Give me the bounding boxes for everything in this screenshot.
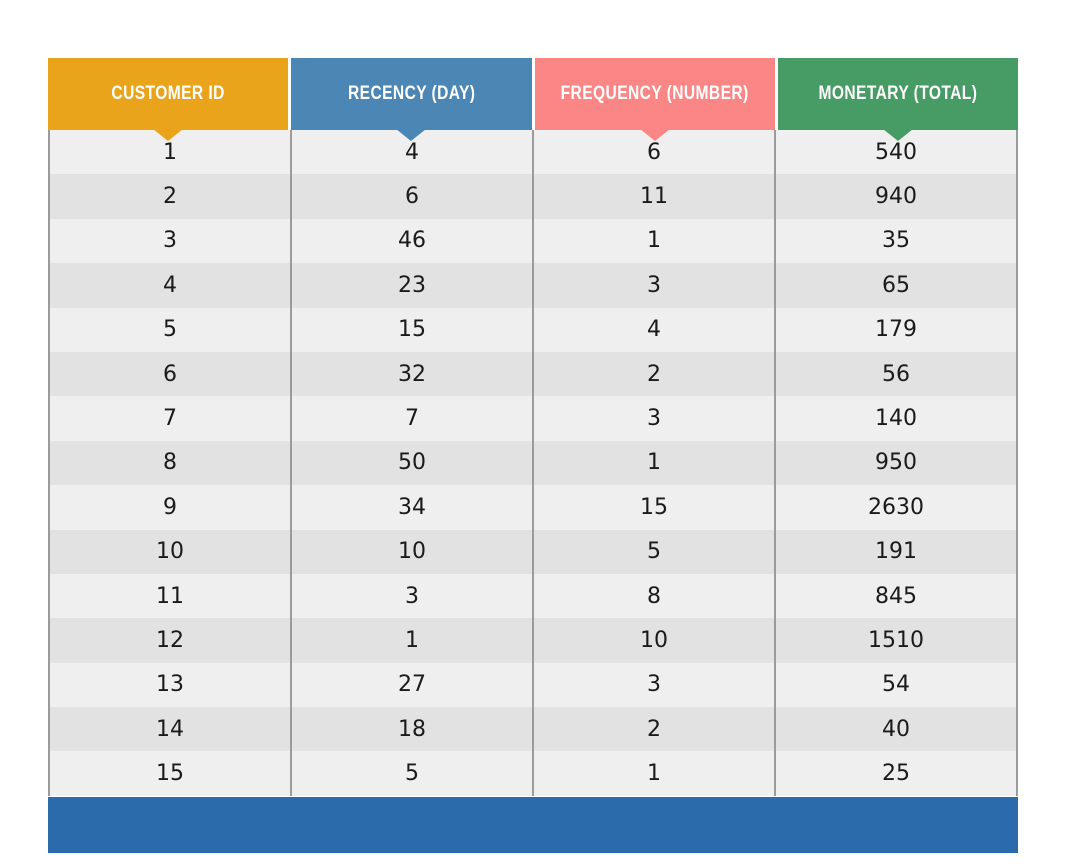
- table-row: 9 34 15 2630: [50, 485, 1016, 530]
- table-cell: 1510: [868, 627, 924, 653]
- table-cell: 50: [292, 440, 534, 486]
- table-header-row: CUSTOMER ID RECENCY (DAY) FREQUENCY (NUM…: [48, 58, 1018, 141]
- table-cell: 15: [534, 485, 776, 530]
- table-cell: 25: [882, 761, 910, 787]
- table-cell: 179: [875, 317, 917, 343]
- table-cell: 23: [292, 263, 534, 308]
- table-cell: 950: [875, 450, 917, 476]
- header-frequency: FREQUENCY (NUMBER): [534, 58, 775, 141]
- header-frequency-label: FREQUENCY (NUMBER): [560, 83, 749, 104]
- header-customer-id-label: CUSTOMER ID: [111, 83, 225, 104]
- table-cell: 5: [534, 529, 776, 574]
- table-row: 10 10 5 191: [50, 529, 1016, 574]
- rfm-table: CUSTOMER ID RECENCY (DAY) FREQUENCY (NUM…: [48, 58, 1018, 853]
- table-cell: 27: [292, 662, 534, 708]
- table-body: 1 4 6 540 2 6 11 940 3 46 1 35 4 23 3 65…: [48, 130, 1018, 796]
- table-cell: 5: [292, 751, 534, 796]
- table-cell: 9: [50, 485, 292, 530]
- table-cell: 32: [292, 351, 534, 397]
- table-cell: 34: [292, 485, 534, 530]
- table-cell: 3: [534, 263, 776, 308]
- table-cell: 15: [50, 751, 292, 796]
- table-cell: 12: [50, 618, 292, 663]
- header-tail-recency: [396, 129, 427, 141]
- table-cell: 1: [534, 751, 776, 796]
- table-cell: 18: [292, 707, 534, 752]
- table-row: 7 7 3 140: [50, 396, 1016, 441]
- table-cell: 7: [50, 396, 292, 441]
- table-cell: 54: [882, 672, 910, 698]
- table-cell: 13: [50, 662, 292, 708]
- table-cell: 4: [50, 263, 292, 308]
- table-cell: 2: [534, 707, 776, 752]
- header-tail-customer-id: [153, 129, 184, 141]
- table-cell: 2630: [868, 494, 924, 520]
- table-row: 3 46 1 35: [50, 218, 1016, 264]
- table-cell: 1: [50, 130, 292, 175]
- header-tail-monetary: [882, 129, 913, 141]
- table-cell: 191: [875, 539, 917, 565]
- table-cell: 7: [292, 396, 534, 441]
- table-cell: 10: [292, 529, 534, 574]
- table-cell: 1: [292, 618, 534, 663]
- table-cell: 10: [50, 529, 292, 574]
- table-cell: 3: [50, 218, 292, 264]
- table-cell: 8: [534, 573, 776, 619]
- table-cell: 15: [292, 307, 534, 352]
- table-cell: 10: [534, 618, 776, 663]
- header-recency: RECENCY (DAY): [291, 58, 532, 141]
- table-cell: 2: [534, 351, 776, 397]
- table-cell: 845: [875, 583, 917, 609]
- table-cell: 3: [292, 573, 534, 619]
- table-cell: 540: [875, 139, 917, 165]
- table-row: 14 18 2 40: [50, 707, 1016, 752]
- table-cell: 3: [534, 662, 776, 708]
- table-cell: 6: [534, 130, 776, 175]
- table-cell: 8: [50, 440, 292, 486]
- table-cell: 11: [534, 174, 776, 219]
- table-cell: 4: [292, 130, 534, 175]
- table-row: 15 5 1 25: [50, 751, 1016, 796]
- header-tail-frequency: [639, 129, 670, 141]
- table-row: 12 1 10 1510: [50, 618, 1016, 663]
- table-cell: 1: [534, 218, 776, 264]
- table-cell: 65: [882, 272, 910, 298]
- table-cell: 6: [292, 174, 534, 219]
- table-cell: 2: [50, 174, 292, 219]
- table-row: 8 50 1 950: [50, 440, 1016, 486]
- table-row: 6 32 2 56: [50, 351, 1016, 397]
- table-cell: 11: [50, 573, 292, 619]
- table-cell: 140: [875, 406, 917, 432]
- table-cell: 1: [534, 440, 776, 486]
- table-cell: 3: [534, 396, 776, 441]
- table-row: 2 6 11 940: [50, 174, 1016, 219]
- table-cell: 35: [882, 228, 910, 254]
- table-cell: 56: [882, 361, 910, 387]
- header-monetary: MONETARY (TOTAL): [777, 58, 1018, 141]
- table-row: 11 3 8 845: [50, 573, 1016, 619]
- table-cell: 940: [875, 184, 917, 210]
- table-cell: 14: [50, 707, 292, 752]
- table-row: 4 23 3 65: [50, 263, 1016, 308]
- table-cell: 6: [50, 351, 292, 397]
- table-row: 5 15 4 179: [50, 307, 1016, 352]
- footer-bar: [48, 796, 1018, 853]
- table-row: 1 4 6 540: [50, 130, 1016, 175]
- table-row: 13 27 3 54: [50, 662, 1016, 708]
- header-customer-id: CUSTOMER ID: [48, 58, 289, 141]
- table-cell: 40: [882, 716, 910, 742]
- header-recency-label: RECENCY (DAY): [347, 83, 476, 104]
- header-monetary-label: MONETARY (TOTAL): [818, 83, 978, 104]
- table-cell: 4: [534, 307, 776, 352]
- table-cell: 46: [292, 218, 534, 264]
- table-cell: 5: [50, 307, 292, 352]
